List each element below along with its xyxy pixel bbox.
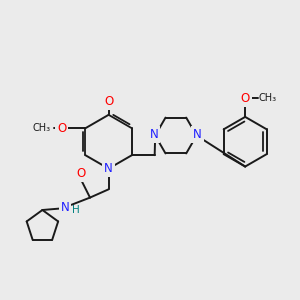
Text: O: O	[76, 167, 85, 180]
Text: H: H	[72, 205, 80, 215]
Text: N: N	[193, 128, 202, 141]
Text: N: N	[61, 201, 70, 214]
Text: CH₃: CH₃	[259, 93, 277, 103]
Text: O: O	[241, 92, 250, 105]
Text: N: N	[150, 128, 158, 141]
Text: O: O	[57, 122, 66, 135]
Text: N: N	[104, 162, 113, 175]
Text: CH₃: CH₃	[33, 123, 51, 133]
Text: O: O	[104, 95, 113, 108]
